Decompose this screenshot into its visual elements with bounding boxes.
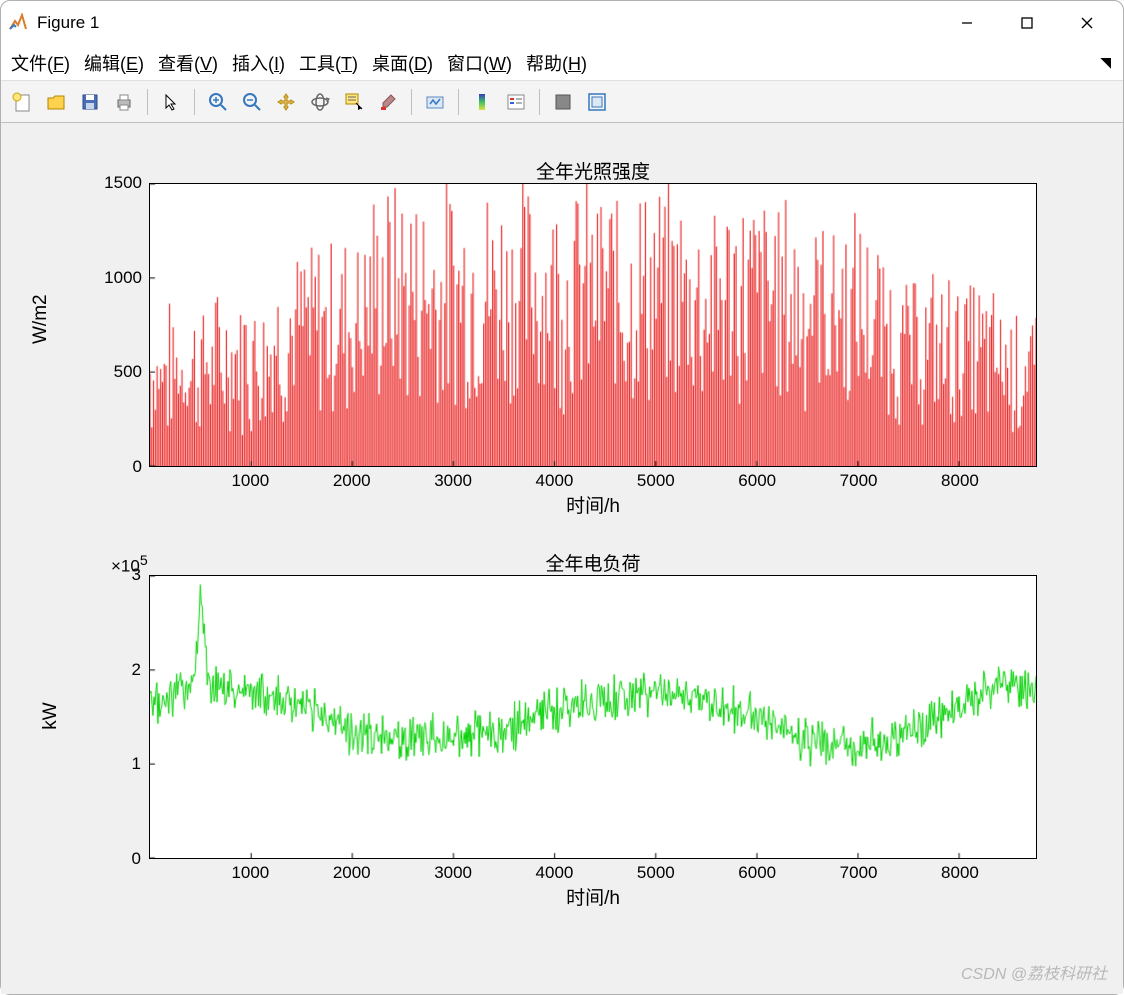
menu-view[interactable]: 查看(V): [158, 50, 218, 76]
minimize-button[interactable]: [937, 1, 997, 45]
chart1-xtick: 6000: [732, 471, 782, 491]
menu-tools[interactable]: 工具(T): [299, 50, 358, 76]
open-button[interactable]: [41, 87, 71, 117]
chart1-xlabel: 时间/h: [149, 491, 1037, 518]
chart2-xtick: 8000: [935, 863, 985, 883]
chart1-xtick: 7000: [834, 471, 884, 491]
link-button[interactable]: [420, 87, 450, 117]
menu-help[interactable]: 帮助(H): [526, 50, 587, 76]
data-cursor-button[interactable]: [339, 87, 369, 117]
chart2-ytick: 1: [119, 754, 141, 774]
chart2-xtick: 3000: [428, 863, 478, 883]
chart1-xtick: 8000: [935, 471, 985, 491]
menu-window[interactable]: 窗口(W): [447, 50, 512, 76]
chart1-xtick: 2000: [327, 471, 377, 491]
chart1-xtick: 3000: [428, 471, 478, 491]
colorbar-button[interactable]: [467, 87, 497, 117]
close-button[interactable]: [1057, 1, 1117, 45]
window-title: Figure 1: [37, 13, 937, 33]
chart2-title: 全年电负荷: [149, 549, 1037, 576]
chart1-ytick: 500: [94, 362, 142, 382]
chart2-ytick: 2: [119, 660, 141, 680]
toolbar-separator: [539, 89, 540, 115]
chart1-xtick: 4000: [529, 471, 579, 491]
zoom-out-button[interactable]: [237, 87, 267, 117]
dock-button[interactable]: [582, 87, 612, 117]
chart2-xtick: 1000: [225, 863, 275, 883]
figure-window: Figure 1 文件(F) 编辑(E) 查看(V) 插入(I) 工具(T) 桌…: [0, 0, 1124, 995]
plot-area: 全年光照强度 W/m2 0 500 1000 1500 1000 2000 3000 400…: [1, 123, 1123, 994]
toolbar: [1, 81, 1123, 123]
chart1-axes[interactable]: [149, 183, 1037, 467]
zoom-in-button[interactable]: [203, 87, 233, 117]
toolbar-separator: [458, 89, 459, 115]
chart2-axes[interactable]: [149, 575, 1037, 859]
menu-file[interactable]: 文件(F): [11, 50, 70, 76]
chart2-xtick: 2000: [327, 863, 377, 883]
chart1-ytick: 1000: [94, 268, 142, 288]
watermark: CSDN @荔枝科研社: [961, 960, 1107, 984]
brush-button[interactable]: [373, 87, 403, 117]
pan-button[interactable]: [271, 87, 301, 117]
chart2-xtick: 7000: [834, 863, 884, 883]
legend-button[interactable]: [501, 87, 531, 117]
chart2-ytick: 0: [119, 849, 141, 869]
titlebar[interactable]: Figure 1: [1, 1, 1123, 45]
maximize-button[interactable]: [997, 1, 1057, 45]
chart2-xtick: 5000: [631, 863, 681, 883]
chart1-xtick: 1000: [225, 471, 275, 491]
menubar: 文件(F) 编辑(E) 查看(V) 插入(I) 工具(T) 桌面(D) 窗口(W…: [1, 45, 1123, 81]
rotate-3d-button[interactable]: [305, 87, 335, 117]
matlab-icon: [7, 12, 29, 34]
chart2-ytick: 3: [119, 565, 141, 585]
chart2-xtick: 4000: [529, 863, 579, 883]
toolbar-separator: [194, 89, 195, 115]
chart2-canvas: [150, 576, 1036, 858]
menu-edit[interactable]: 编辑(E): [84, 50, 144, 76]
print-button[interactable]: [109, 87, 139, 117]
chart2-xlabel: 时间/h: [149, 883, 1037, 910]
hide-plot-button[interactable]: [548, 87, 578, 117]
chart1-canvas: [150, 184, 1036, 466]
chart1-ytick: 1500: [94, 173, 142, 193]
pointer-button[interactable]: [156, 87, 186, 117]
chart1-ytick: 0: [94, 457, 142, 477]
chart2-xtick: 6000: [732, 863, 782, 883]
menu-desktop[interactable]: 桌面(D): [372, 50, 433, 76]
menu-insert[interactable]: 插入(I): [232, 50, 285, 76]
new-figure-button[interactable]: [7, 87, 37, 117]
save-button[interactable]: [75, 87, 105, 117]
toolbar-separator: [411, 89, 412, 115]
chart1-ylabel: W/m2: [30, 304, 52, 344]
toolbar-separator: [147, 89, 148, 115]
chart1-title: 全年光照强度: [149, 157, 1037, 184]
window-controls: [937, 1, 1117, 45]
chart2-ylabel: kW: [40, 696, 62, 736]
chart1-xtick: 5000: [631, 471, 681, 491]
menu-overflow-icon[interactable]: ◥: [1100, 54, 1111, 71]
